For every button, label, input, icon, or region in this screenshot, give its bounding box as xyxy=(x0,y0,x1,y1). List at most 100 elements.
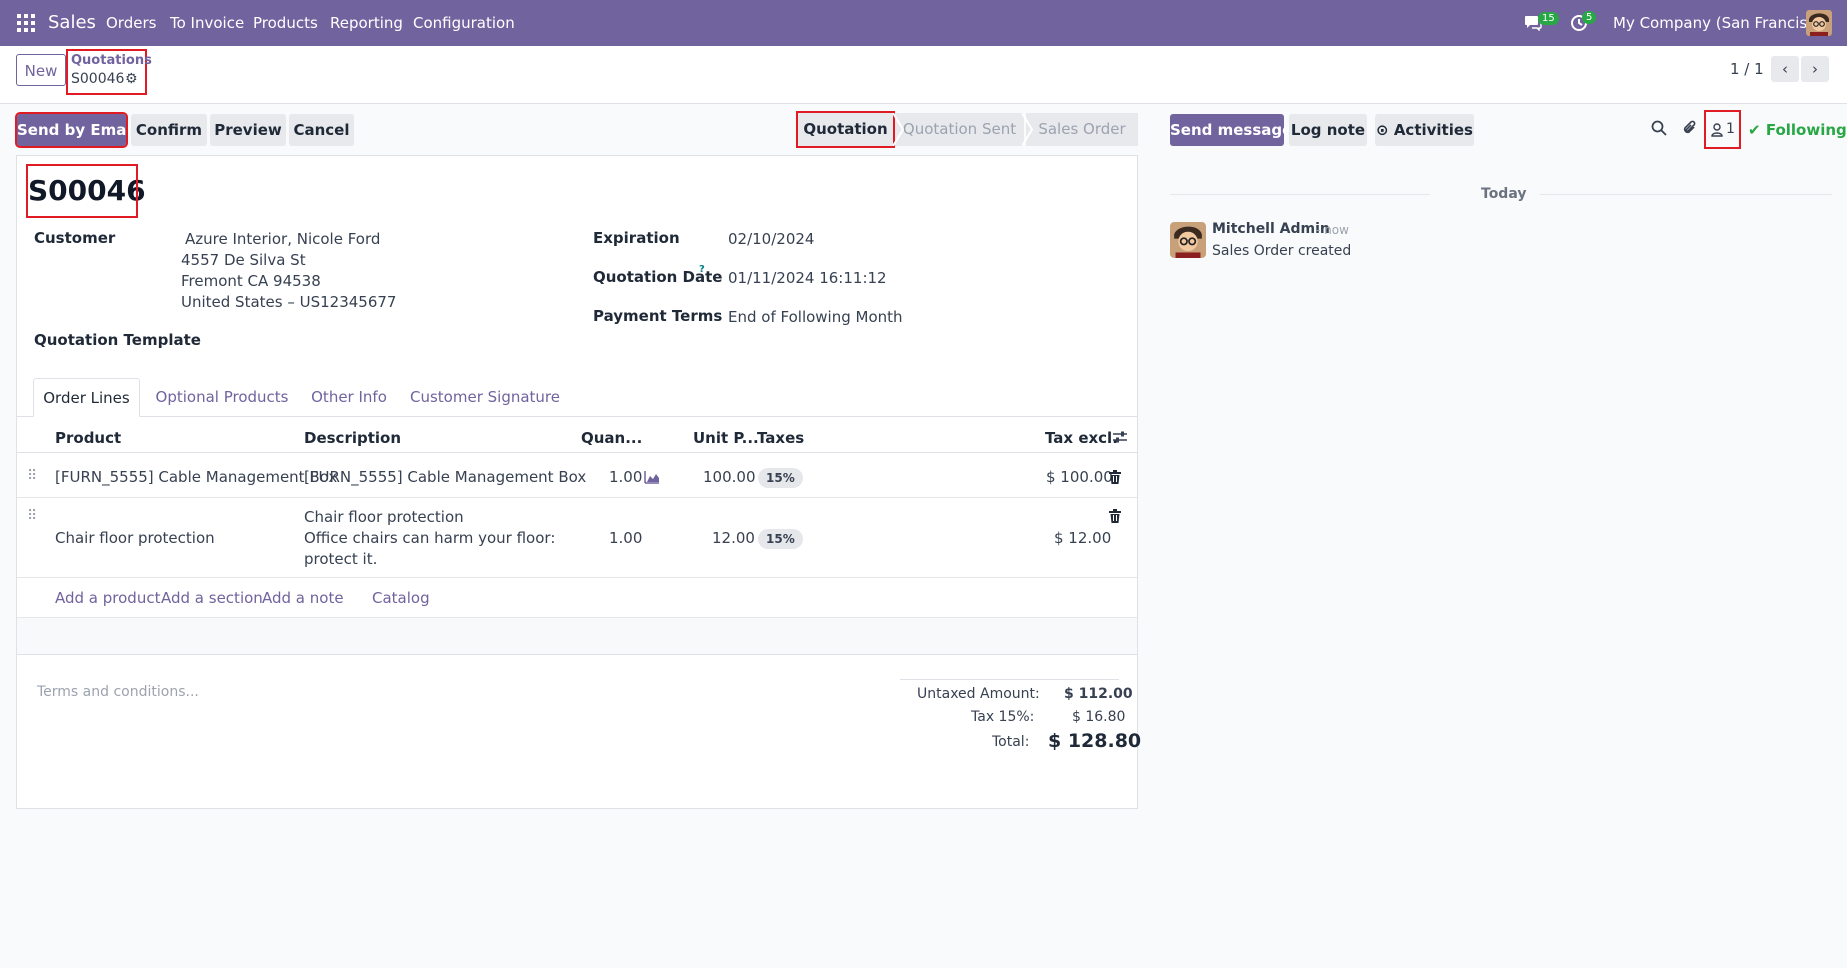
column-header-description[interactable]: Description xyxy=(304,429,402,447)
activities-button[interactable]: ⊙ Activities xyxy=(1375,114,1474,146)
stage-separator-icon xyxy=(893,113,905,146)
quotation-template-label: Quotation Template xyxy=(34,331,201,349)
record-name: S00046 xyxy=(26,164,146,218)
user-avatar[interactable] xyxy=(1806,0,1834,46)
add-note-link[interactable]: Add a note xyxy=(262,589,344,607)
chevron-left-icon: ‹ xyxy=(1782,60,1788,78)
message-author[interactable]: Mitchell Admin xyxy=(1212,221,1330,237)
messages-count-badge: 15 xyxy=(1538,12,1559,25)
row1-product[interactable]: [FURN_5555] Cable Management Box xyxy=(55,468,338,486)
column-header-unit-price[interactable]: Unit P... xyxy=(693,429,759,447)
trash-icon[interactable] xyxy=(1109,470,1121,488)
stage-quotation[interactable]: Quotation xyxy=(796,111,895,148)
row2-subtotal: $ 12.00 xyxy=(1054,529,1112,547)
column-header-taxes[interactable]: Taxes xyxy=(757,429,805,447)
column-header-product[interactable]: Product xyxy=(55,429,122,447)
gear-icon[interactable]: ⚙ xyxy=(125,71,138,87)
catalog-link[interactable]: Catalog xyxy=(372,589,430,607)
customer-name[interactable]: Azure Interior, Nicole Ford xyxy=(185,230,381,248)
payment-terms-label: Payment Terms xyxy=(593,307,723,325)
message-body: Sales Order created xyxy=(1212,243,1352,259)
tab-optional-products[interactable]: Optional Products xyxy=(155,388,289,406)
tax-value: $ 16.80 xyxy=(1072,709,1126,725)
forecast-chart-icon[interactable] xyxy=(644,470,660,488)
row2-description-line1[interactable]: Chair floor protection xyxy=(304,508,464,526)
form-tabs: Order Lines Optional Products Other Info… xyxy=(17,378,1137,417)
totals-divider xyxy=(900,679,1119,680)
menu-orders[interactable]: Orders xyxy=(106,14,157,32)
quotation-date-label: Quotation Date xyxy=(593,268,723,286)
confirm-button[interactable]: Confirm xyxy=(131,114,207,146)
cancel-button[interactable]: Cancel xyxy=(289,114,354,146)
app-name[interactable]: Sales xyxy=(48,12,96,33)
preview-button[interactable]: Preview xyxy=(210,114,286,146)
optional-columns-icon[interactable] xyxy=(1112,430,1128,448)
quotation-date-value[interactable]: 01/11/2024 16:11:12 xyxy=(728,269,887,287)
paperclip-icon[interactable] xyxy=(1682,119,1698,141)
row2-quantity[interactable]: 1.00 xyxy=(609,529,643,547)
add-section-link[interactable]: Add a section xyxy=(161,589,263,607)
pager-value[interactable]: 1 / 1 xyxy=(1730,60,1764,78)
tab-other-info[interactable]: Other Info xyxy=(311,388,387,406)
drag-handle-icon[interactable]: ⠿ xyxy=(27,508,38,524)
payment-terms-value[interactable]: End of Following Month xyxy=(728,308,903,326)
menu-to-invoice[interactable]: To Invoice xyxy=(170,14,245,32)
customer-address-line1: 4557 De Silva St xyxy=(181,251,306,269)
menu-reporting[interactable]: Reporting xyxy=(330,14,403,32)
followers-button[interactable]: 1 xyxy=(1704,110,1741,149)
total-value: $ 128.80 xyxy=(1048,730,1142,752)
row1-quantity[interactable]: 1.00 xyxy=(609,468,643,486)
row2-product[interactable]: Chair floor protection xyxy=(55,529,215,547)
check-icon: ✔ xyxy=(1748,121,1761,139)
send-by-email-button[interactable]: Send by Email xyxy=(15,112,137,148)
followers-count: 1 xyxy=(1726,121,1735,137)
tab-order-lines[interactable]: Order Lines xyxy=(33,378,140,417)
quotation-date-help-icon[interactable]: ? xyxy=(699,264,705,275)
top-navbar: Sales Orders To Invoice Products Reporti… xyxy=(0,0,1847,46)
stage-quotation-sent[interactable]: Quotation Sent xyxy=(895,113,1024,146)
trash-icon[interactable] xyxy=(1109,509,1121,527)
stage-sales-order[interactable]: Sales Order xyxy=(1026,113,1138,146)
menu-configuration[interactable]: Configuration xyxy=(413,14,515,32)
search-icon[interactable] xyxy=(1651,120,1667,140)
date-separator-line-right xyxy=(1540,194,1832,195)
menu-products[interactable]: Products xyxy=(253,14,318,32)
status-bar: Quotation Quotation Sent Sales Order xyxy=(796,111,1138,148)
untaxed-amount-value: $ 112.00 xyxy=(1064,686,1133,702)
row1-unit-price[interactable]: 100.00 xyxy=(703,468,756,486)
row-divider xyxy=(17,617,1137,618)
row1-description[interactable]: [FURN_5555] Cable Management Box xyxy=(304,468,587,486)
row-divider xyxy=(17,497,1137,498)
expiration-value[interactable]: 02/10/2024 xyxy=(728,230,815,248)
terms-conditions-input[interactable]: Terms and conditions... xyxy=(37,684,199,700)
drag-handle-icon[interactable]: ⠿ xyxy=(27,468,38,484)
breadcrumb-quotations-link[interactable]: Quotations xyxy=(71,53,152,68)
row2-unit-price[interactable]: 12.00 xyxy=(712,529,755,547)
row1-tax-badge[interactable]: 15% xyxy=(758,468,803,488)
row2-tax-badge[interactable]: 15% xyxy=(758,529,803,549)
following-button[interactable]: ✔ Following xyxy=(1748,121,1847,139)
message-time: - now xyxy=(1316,223,1349,237)
row2-description-line3[interactable]: protect it. xyxy=(304,550,378,568)
column-header-tax-excl[interactable]: Tax excl. xyxy=(1045,429,1118,447)
tab-customer-signature[interactable]: Customer Signature xyxy=(410,388,560,406)
message-author-avatar xyxy=(1170,222,1206,262)
column-header-quantity[interactable]: Quan... xyxy=(581,429,643,447)
pager-next-button[interactable]: › xyxy=(1801,56,1829,82)
customer-address-line3: United States – US12345677 xyxy=(181,293,397,311)
pager-prev-button[interactable]: ‹ xyxy=(1771,56,1799,82)
log-note-button[interactable]: Log note xyxy=(1289,114,1367,146)
company-switcher[interactable]: My Company (San Francisco) xyxy=(1613,14,1831,32)
send-message-button[interactable]: Send message xyxy=(1170,114,1292,146)
customer-address-line2: Fremont CA 94538 xyxy=(181,272,321,290)
date-separator-line-left xyxy=(1170,194,1430,195)
untaxed-amount-label: Untaxed Amount: xyxy=(917,686,1040,702)
new-button[interactable]: New xyxy=(16,54,66,86)
row2-description-line2[interactable]: Office chairs can harm your floor: xyxy=(304,529,556,547)
control-panel: New Quotations S00046 ⚙ 1 / 1 ‹ › xyxy=(0,46,1847,104)
table-footer-row xyxy=(17,618,1137,655)
app-menu-icon[interactable] xyxy=(17,0,37,46)
total-label: Total: xyxy=(992,734,1030,750)
add-product-link[interactable]: Add a product xyxy=(55,589,161,607)
breadcrumb: Quotations S00046 ⚙ xyxy=(66,49,152,95)
